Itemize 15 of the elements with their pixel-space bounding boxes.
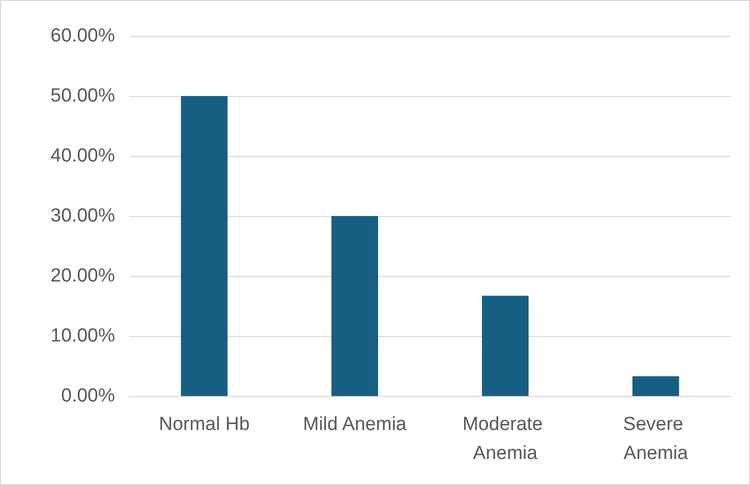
y-tick-label: 30.00%	[50, 206, 116, 226]
y-tick-label: 50.00%	[50, 86, 116, 106]
y-tick-label: 0.00%	[61, 386, 116, 406]
bar	[482, 296, 529, 396]
bar	[632, 376, 680, 396]
y-tick-label: 40.00%	[50, 146, 116, 166]
bar	[331, 216, 378, 396]
x-tick-label: Severe Anemia	[623, 414, 688, 464]
x-tick-label: Normal Hb	[158, 414, 250, 435]
y-tick-label: 60.00%	[50, 26, 116, 46]
y-tick-label: 20.00%	[50, 266, 116, 286]
bar	[180, 96, 228, 396]
x-tick-label: Mild Anemia	[303, 414, 407, 435]
x-tick-label: Moderate Anemia	[462, 414, 548, 464]
y-tick-label: 10.00%	[50, 326, 116, 346]
